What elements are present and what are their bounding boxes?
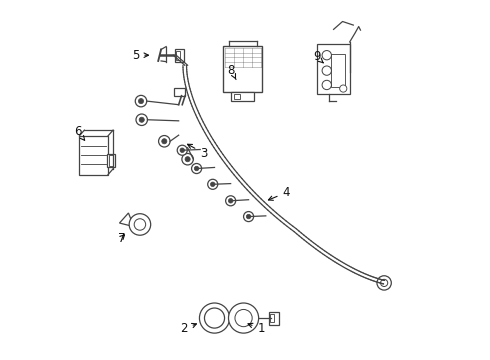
Circle shape xyxy=(204,308,224,328)
Circle shape xyxy=(246,214,251,219)
Circle shape xyxy=(162,139,167,144)
Text: 4: 4 xyxy=(269,186,290,200)
Circle shape xyxy=(322,80,331,90)
Circle shape xyxy=(228,303,259,333)
Circle shape xyxy=(340,85,347,92)
Text: 9: 9 xyxy=(313,50,323,63)
Text: 2: 2 xyxy=(180,322,196,335)
FancyBboxPatch shape xyxy=(79,136,108,175)
Circle shape xyxy=(195,166,199,171)
Circle shape xyxy=(211,182,215,186)
Circle shape xyxy=(199,303,230,333)
Circle shape xyxy=(136,114,147,126)
Polygon shape xyxy=(120,213,134,226)
Text: 6: 6 xyxy=(74,125,85,140)
Circle shape xyxy=(182,153,194,165)
Circle shape xyxy=(138,99,144,104)
FancyBboxPatch shape xyxy=(107,154,115,167)
Circle shape xyxy=(185,157,190,162)
Circle shape xyxy=(159,135,170,147)
Circle shape xyxy=(139,117,144,122)
Circle shape xyxy=(177,145,187,155)
Circle shape xyxy=(322,50,331,60)
Circle shape xyxy=(192,163,201,174)
Circle shape xyxy=(228,199,233,203)
Circle shape xyxy=(208,179,218,189)
Text: 7: 7 xyxy=(118,231,125,244)
FancyBboxPatch shape xyxy=(175,49,184,62)
Circle shape xyxy=(135,95,147,107)
Circle shape xyxy=(377,276,392,290)
Circle shape xyxy=(225,196,236,206)
Text: 1: 1 xyxy=(248,322,265,335)
FancyBboxPatch shape xyxy=(270,312,279,324)
FancyBboxPatch shape xyxy=(317,44,350,94)
Text: 8: 8 xyxy=(228,64,236,80)
Circle shape xyxy=(180,148,185,153)
FancyBboxPatch shape xyxy=(223,46,262,92)
Circle shape xyxy=(322,66,331,75)
Text: 5: 5 xyxy=(132,49,148,62)
FancyBboxPatch shape xyxy=(174,88,185,96)
Circle shape xyxy=(129,214,151,235)
FancyBboxPatch shape xyxy=(231,92,254,101)
Text: 3: 3 xyxy=(188,144,207,159)
Circle shape xyxy=(244,212,254,222)
